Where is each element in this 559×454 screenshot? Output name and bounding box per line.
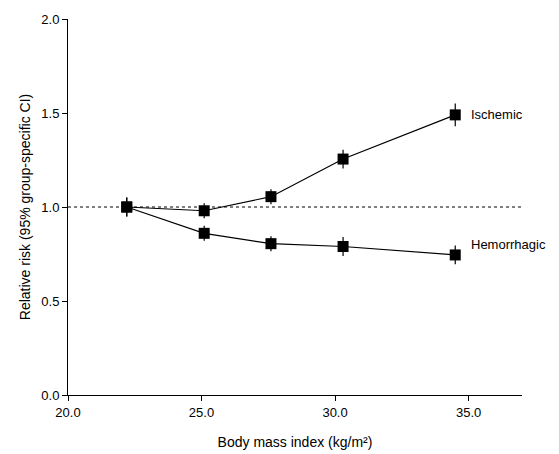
svg-text:0.0: 0.0: [41, 388, 59, 403]
svg-text:Body mass index (kg/m²): Body mass index (kg/m²): [218, 434, 373, 450]
svg-text:Hemorrhagic: Hemorrhagic: [471, 237, 546, 252]
svg-text:35.0: 35.0: [456, 405, 481, 420]
svg-text:0.5: 0.5: [41, 294, 59, 309]
svg-text:1.0: 1.0: [41, 200, 59, 215]
svg-text:1.5: 1.5: [41, 106, 59, 121]
svg-text:30.0: 30.0: [322, 405, 347, 420]
svg-text:Relative risk (95% group-speci: Relative risk (95% group-specific CI): [17, 94, 33, 320]
svg-text:20.0: 20.0: [55, 405, 80, 420]
svg-text:25.0: 25.0: [189, 405, 214, 420]
svg-text:Ischemic: Ischemic: [471, 107, 523, 122]
svg-text:2.0: 2.0: [41, 12, 59, 27]
